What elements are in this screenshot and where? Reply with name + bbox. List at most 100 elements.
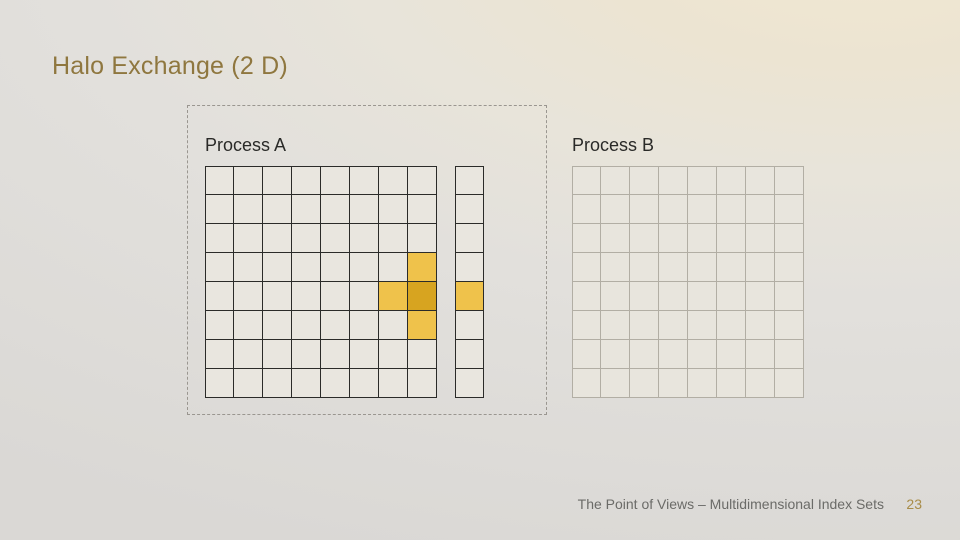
grid-cell <box>716 194 746 224</box>
grid-cell <box>262 252 292 282</box>
grid-cell <box>378 310 408 340</box>
grid-cell <box>205 281 234 311</box>
page-title: Halo Exchange (2 D) <box>52 52 288 81</box>
footer-caption: The Point of Views – Multidimensional In… <box>578 496 884 512</box>
grid-cell <box>205 194 234 224</box>
grid-cell <box>629 281 659 311</box>
grid-cell <box>349 194 379 224</box>
grid-cell <box>320 368 350 398</box>
grid-cell <box>378 223 408 253</box>
process-a-grid <box>205 166 430 391</box>
grid-cell <box>233 194 263 224</box>
grid-cell <box>658 310 688 340</box>
grid-cell <box>349 368 379 398</box>
grid-cell <box>745 223 775 253</box>
grid-cell <box>262 368 292 398</box>
grid-cell <box>658 252 688 282</box>
grid-cell <box>600 368 630 398</box>
grid-cell <box>233 281 263 311</box>
grid-cell <box>407 368 437 398</box>
grid-cell <box>320 223 350 253</box>
grid-cell <box>349 166 379 195</box>
grid-cell <box>262 194 292 224</box>
grid-cell <box>774 166 804 195</box>
grid-cell <box>349 252 379 282</box>
grid-cell <box>716 166 746 195</box>
grid-cell <box>629 166 659 195</box>
grid-cell <box>205 310 234 340</box>
grid-cell <box>407 339 437 369</box>
grid-cell <box>320 194 350 224</box>
grid-cell <box>745 339 775 369</box>
grid-cell <box>600 281 630 311</box>
grid-cell <box>378 339 408 369</box>
grid-cell <box>205 252 234 282</box>
grid-cell <box>572 368 601 398</box>
grid-cell <box>629 252 659 282</box>
grid-cell <box>687 281 717 311</box>
grid-cell <box>600 252 630 282</box>
halo-cell <box>455 368 484 398</box>
grid-cell <box>658 281 688 311</box>
halo-cell <box>455 223 484 253</box>
grid-cell <box>407 194 437 224</box>
grid-cell <box>774 252 804 282</box>
grid-cell <box>262 281 292 311</box>
grid-cell <box>600 223 630 253</box>
grid-cell <box>291 281 321 311</box>
grid-cell <box>320 281 350 311</box>
grid-cell <box>716 368 746 398</box>
grid-cell <box>233 166 263 195</box>
grid-cell <box>629 310 659 340</box>
grid-cell <box>774 368 804 398</box>
grid-cell <box>572 223 601 253</box>
grid-cell <box>349 223 379 253</box>
grid-cell <box>205 368 234 398</box>
grid-cell <box>745 194 775 224</box>
grid-cell <box>687 368 717 398</box>
grid-cell <box>687 166 717 195</box>
grid-cell <box>774 223 804 253</box>
grid-cell <box>291 194 321 224</box>
grid-cell <box>262 166 292 195</box>
grid-cell <box>291 166 321 195</box>
grid-cell <box>407 166 437 195</box>
grid-cell <box>378 166 408 195</box>
grid-cell <box>629 368 659 398</box>
grid-cell <box>320 339 350 369</box>
grid-cell <box>745 166 775 195</box>
grid-cell <box>745 252 775 282</box>
halo-cell <box>455 281 484 311</box>
grid-cell <box>745 310 775 340</box>
grid-cell <box>233 223 263 253</box>
grid-cell <box>658 339 688 369</box>
grid-cell <box>629 194 659 224</box>
process-a-halo-column <box>455 166 484 391</box>
grid-cell <box>233 339 263 369</box>
grid-cell <box>774 194 804 224</box>
grid-cell <box>687 194 717 224</box>
grid-cell <box>716 339 746 369</box>
process-b-label: Process B <box>572 135 654 156</box>
grid-cell <box>774 281 804 311</box>
grid-cell <box>687 310 717 340</box>
grid-cell <box>658 194 688 224</box>
grid-cell <box>407 310 437 340</box>
grid-cell <box>407 223 437 253</box>
grid-cell <box>320 252 350 282</box>
grid-cell <box>658 368 688 398</box>
grid-cell <box>291 339 321 369</box>
grid-cell <box>716 310 746 340</box>
grid-cell <box>687 252 717 282</box>
grid-cell <box>262 310 292 340</box>
process-b-grid <box>572 166 797 391</box>
page-number: 23 <box>906 496 922 512</box>
grid-cell <box>774 310 804 340</box>
grid-cell <box>600 310 630 340</box>
grid-cell <box>407 281 437 311</box>
grid-cell <box>349 339 379 369</box>
grid-cell <box>774 339 804 369</box>
grid-cell <box>600 194 630 224</box>
grid-cell <box>262 223 292 253</box>
grid-cell <box>378 281 408 311</box>
